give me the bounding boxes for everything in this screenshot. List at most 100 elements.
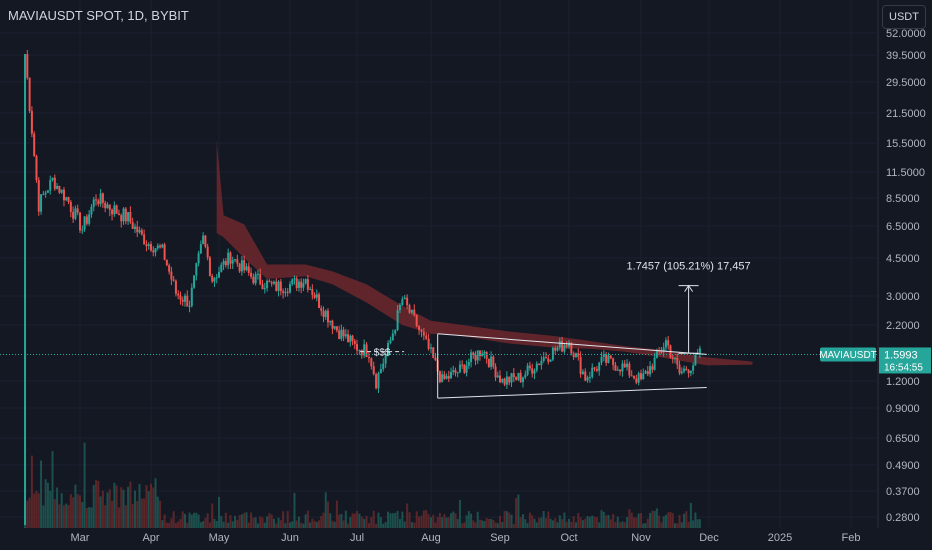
- volume-bar: [694, 512, 697, 528]
- candle: [129, 212, 132, 223]
- volume-bar: [289, 522, 291, 528]
- volume-bar: [505, 511, 508, 528]
- candle: [224, 261, 227, 266]
- candle: [481, 353, 484, 356]
- volume-bar: [163, 514, 166, 528]
- candle: [300, 281, 303, 288]
- volume-bar: [472, 520, 475, 528]
- price-badge-value: 1.5993: [884, 349, 918, 361]
- volume-bar: [413, 522, 416, 528]
- dollar-annotation: $$$: [360, 348, 405, 359]
- volume-bar: [206, 513, 209, 528]
- volume-bar: [69, 494, 72, 528]
- volume-bar: [563, 512, 566, 528]
- volume-bar: [293, 492, 296, 528]
- volume-bar: [547, 511, 550, 528]
- candle: [335, 326, 338, 331]
- candle: [623, 363, 626, 368]
- candle: [286, 291, 289, 293]
- candle: [687, 370, 690, 374]
- volume-bar: [250, 512, 253, 528]
- candle: [351, 335, 354, 341]
- candle: [111, 209, 114, 215]
- volume-bar: [436, 517, 439, 528]
- candle: [568, 342, 570, 347]
- volume-bar: [37, 493, 40, 528]
- candle: [626, 363, 629, 368]
- symbol-badge: [820, 347, 876, 362]
- candle: [499, 375, 501, 383]
- volume-bar: [186, 522, 189, 528]
- volume-bar: [349, 517, 352, 528]
- volume-bar: [254, 517, 257, 528]
- volume-bar: [113, 482, 116, 528]
- candle: [396, 310, 399, 330]
- volume-bar: [401, 511, 404, 528]
- candle: [122, 208, 125, 222]
- candle: [190, 287, 193, 306]
- time-scale[interactable]: Mar Apr May Jun Jul Aug Sep Oct Nov Dec 2025 Feb: [71, 532, 861, 544]
- volume-bar: [394, 512, 397, 528]
- volume-bar: [503, 510, 506, 528]
- candle: [485, 351, 488, 359]
- candle: [99, 193, 102, 205]
- volume-bar: [607, 514, 610, 528]
- candle: [586, 377, 589, 381]
- volume-bar: [238, 515, 241, 528]
- candle: [490, 356, 493, 367]
- volume-bar: [522, 514, 524, 528]
- volume-bar: [478, 519, 481, 528]
- candle: [570, 342, 573, 354]
- volume-bar: [565, 521, 568, 528]
- volume-bar: [545, 518, 547, 528]
- volume-bar: [335, 500, 338, 528]
- volume-bar: [653, 510, 656, 528]
- time-tick-label: Dec: [699, 532, 719, 544]
- candle: [452, 370, 455, 372]
- volume-bar: [674, 523, 676, 528]
- volume-bar: [284, 523, 287, 528]
- time-tick-label: Jun: [281, 532, 299, 544]
- candle: [538, 363, 541, 366]
- currency-button[interactable]: USDT: [882, 5, 926, 29]
- candle: [261, 284, 264, 290]
- price-tick-label: 39.5000: [886, 50, 926, 62]
- volume-bar: [483, 521, 486, 528]
- candle: [184, 295, 186, 302]
- price-tick-label: 6.5000: [886, 221, 920, 233]
- volume-bar: [646, 518, 649, 528]
- volume-bar: [554, 518, 557, 528]
- candle: [496, 375, 499, 378]
- candle: [501, 378, 504, 383]
- volume-bar: [227, 522, 230, 528]
- volume-bar: [104, 505, 107, 528]
- candle: [640, 373, 642, 380]
- volume-bar: [53, 499, 56, 528]
- price-tick-label: 0.4900: [886, 460, 920, 472]
- candle: [422, 331, 425, 336]
- volume-bar: [696, 519, 699, 528]
- volume-bar: [56, 487, 59, 528]
- volume-bar: [300, 522, 303, 528]
- candle: [609, 355, 612, 359]
- candle: [197, 253, 200, 264]
- volume-bar: [662, 516, 665, 528]
- volume-bar: [389, 513, 392, 528]
- volume-bar: [499, 516, 501, 528]
- candle: [270, 282, 273, 284]
- candle: [367, 357, 370, 359]
- price-scale[interactable]: 52.0000 39.5000 29.5000 21.5000 15.5000 11.50…: [886, 28, 926, 524]
- candle: [331, 320, 334, 329]
- candle: [127, 212, 130, 222]
- candle: [644, 371, 647, 374]
- volume-bar: [379, 517, 382, 528]
- candle: [349, 335, 352, 343]
- candle: [92, 199, 95, 207]
- volume-bar: [95, 480, 98, 528]
- candle: [306, 279, 309, 290]
- candle: [193, 275, 196, 288]
- candle: [256, 273, 259, 275]
- candle: [163, 244, 166, 260]
- volume-bar: [152, 487, 155, 528]
